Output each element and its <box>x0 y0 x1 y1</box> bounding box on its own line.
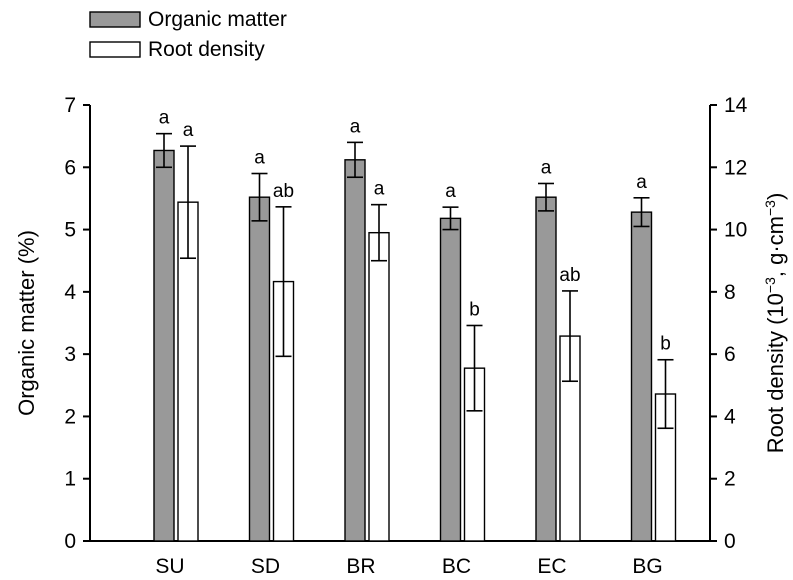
x-axis-tick-label: BR <box>346 555 375 578</box>
right-axis-tick-label: 0 <box>724 530 736 553</box>
bar-root-density <box>368 231 390 542</box>
x-axis-tick-label: BG <box>632 555 662 578</box>
legend-swatch <box>89 11 141 28</box>
left-axis-tick-label: 3 <box>64 343 76 366</box>
significance-label-organic-matter: a <box>541 157 552 178</box>
significance-label-organic-matter: a <box>350 116 361 137</box>
legend-swatch <box>89 41 141 58</box>
right-axis-title-part: ) <box>763 193 788 200</box>
left-axis-tick-label: 7 <box>64 94 76 117</box>
bar-organic-matter <box>630 211 653 542</box>
right-axis-title: Root density (10−3, g·cm−3) <box>762 193 788 454</box>
significance-label-organic-matter: a <box>159 108 170 129</box>
left-axis-tick-label: 5 <box>64 219 76 242</box>
left-axis-tick-label: 0 <box>64 530 76 553</box>
bar-organic-matter <box>153 149 175 542</box>
significance-label-root-density: b <box>660 334 671 355</box>
bar-organic-matter <box>344 159 366 542</box>
bar-organic-matter <box>535 196 557 542</box>
legend-label: Root density <box>148 38 265 61</box>
right-axis-tick-label: 12 <box>724 156 747 179</box>
x-axis-tick-label: EC <box>537 555 566 578</box>
significance-label-root-density: ab <box>559 265 580 286</box>
significance-label-organic-matter: a <box>445 181 456 202</box>
legend-label: Organic matter <box>148 8 287 31</box>
x-axis-tick-label: SU <box>155 555 184 578</box>
x-axis-tick-label: SD <box>251 555 280 578</box>
right-axis-title-part: , g·cm <box>763 216 788 277</box>
bar-organic-matter <box>248 196 271 542</box>
right-axis-title-part: Root density (10 <box>763 293 788 453</box>
left-axis-tick-label: 6 <box>64 156 76 179</box>
left-axis-tick-label: 1 <box>64 468 76 491</box>
left-axis-title: Organic matter (%) <box>14 230 39 416</box>
significance-label-organic-matter: a <box>254 148 265 169</box>
significance-label-root-density: ab <box>273 181 294 202</box>
significance-label-root-density: b <box>469 299 480 320</box>
right-axis-tick-label: 6 <box>724 343 736 366</box>
right-axis-tick-label: 4 <box>724 405 736 428</box>
right-axis-title-superscript: −3 <box>762 200 778 216</box>
significance-label-root-density: a <box>183 120 194 141</box>
significance-label-organic-matter: a <box>636 172 647 193</box>
right-axis-tick-label: 14 <box>724 94 748 117</box>
right-axis-tick-label: 8 <box>724 281 736 304</box>
x-axis-tick-label: BC <box>442 555 471 578</box>
significance-label-root-density: a <box>374 179 385 200</box>
bar-organic-matter <box>439 217 462 542</box>
left-axis-tick-label: 2 <box>64 405 76 428</box>
right-axis-tick-label: 2 <box>724 468 736 491</box>
right-axis-tick-label: 10 <box>724 219 747 242</box>
left-axis-tick-label: 4 <box>64 281 76 304</box>
right-axis-title-superscript: −3 <box>762 277 778 293</box>
